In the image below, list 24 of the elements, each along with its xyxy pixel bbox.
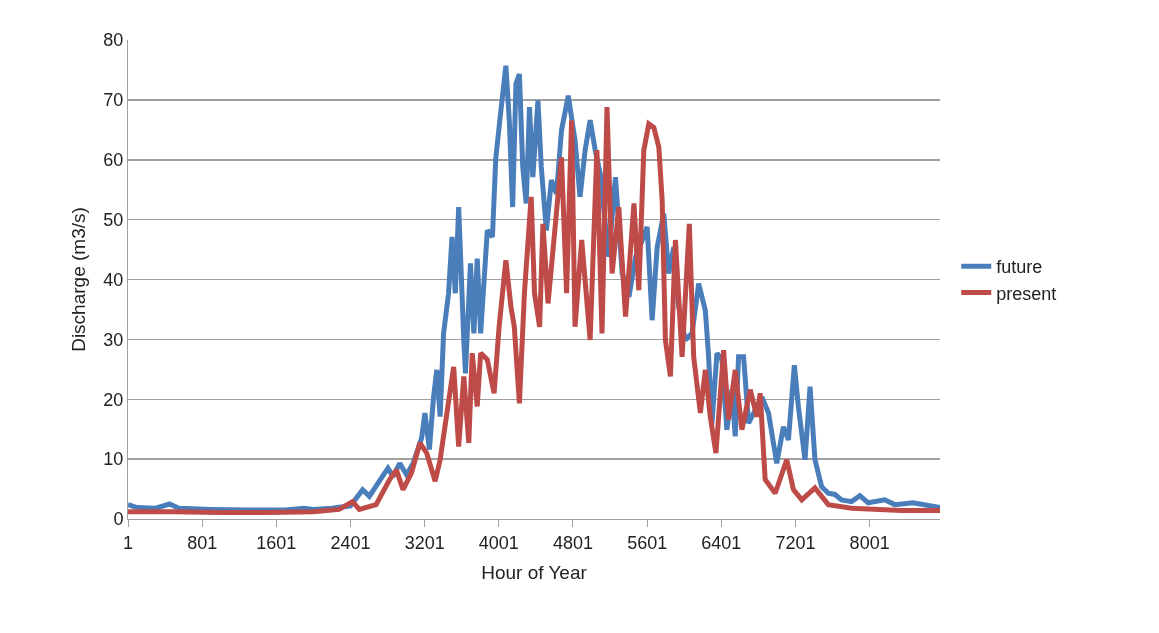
y-tick-label: 0 <box>113 509 124 530</box>
x-tick-label: 6401 <box>701 532 742 553</box>
y-tick-label: 80 <box>103 30 124 51</box>
x-tick-label: 5601 <box>627 532 668 553</box>
y-tick-label: 70 <box>103 90 124 111</box>
legend-label: present <box>996 283 1057 304</box>
x-tick-label: 8001 <box>849 532 890 553</box>
y-tick-label: 40 <box>103 269 124 290</box>
y-tick-label: 20 <box>103 389 124 410</box>
y-tick-label: 60 <box>103 150 124 171</box>
x-tick-label: 4001 <box>478 532 519 553</box>
x-tick-label: 2401 <box>330 532 371 553</box>
x-tick-label: 7201 <box>775 532 816 553</box>
y-axis-title: Discharge (m3/s) <box>68 207 90 352</box>
x-tick-label: 1 <box>122 532 134 553</box>
x-tick-label: 801 <box>187 532 218 553</box>
y-tick-label: 50 <box>103 209 124 230</box>
legend-label: future <box>996 257 1043 278</box>
y-tick-label: 30 <box>103 329 124 350</box>
x-tick-label: 3201 <box>404 532 445 553</box>
x-tick-label: 1601 <box>256 532 297 553</box>
x-tick-label: 4801 <box>552 532 593 553</box>
x-axis-title: Hour of Year <box>481 562 588 584</box>
y-tick-label: 10 <box>103 449 124 470</box>
